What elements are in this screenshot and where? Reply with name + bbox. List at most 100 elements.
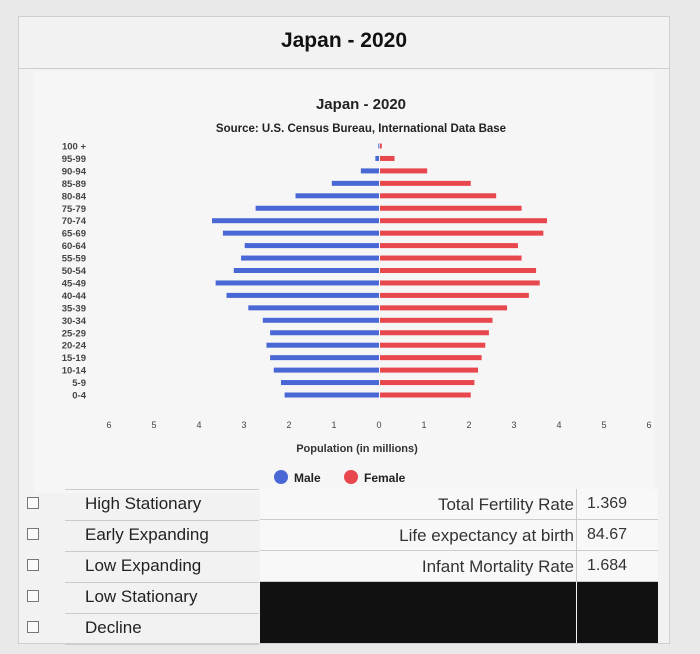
bar-female <box>380 230 544 236</box>
bar-female <box>380 380 475 386</box>
chart-title: Japan - 2020 <box>316 96 406 113</box>
worksheet: Japan - 2020 Japan - 2020 Source: U.S. C… <box>18 16 670 645</box>
bar-male <box>215 280 379 286</box>
y-tick-label: 35-39 <box>62 303 86 314</box>
bar-female <box>380 355 482 361</box>
option-checkbox[interactable] <box>27 528 39 540</box>
option-checkbox[interactable] <box>27 590 39 602</box>
chart-subtitle: Source: U.S. Census Bureau, Internationa… <box>216 123 506 135</box>
redacted-block <box>577 582 658 643</box>
y-tick-label: 40-44 <box>62 291 87 302</box>
stat-row-life-expectancy: Life expectancy at birth 84.67 <box>260 520 658 551</box>
bar-female <box>380 342 486 348</box>
option-label: Early Expanding <box>85 525 209 544</box>
bar-male <box>241 255 379 261</box>
stat-label: Total Fertility Rate <box>437 495 574 514</box>
y-tick-label: 95-99 <box>62 154 86 165</box>
bar-male <box>280 380 379 386</box>
answer-area: High Stationary Early Expanding Low Expand… <box>19 489 669 645</box>
bar-female <box>380 205 522 211</box>
bar-male <box>273 367 379 373</box>
chart-svg: Japan - 2020 Source: U.S. Census Bureau,… <box>62 96 652 485</box>
y-tick-label: 65-69 <box>62 229 86 240</box>
bar-female <box>380 305 508 311</box>
bar-female <box>380 317 493 323</box>
bar-male <box>248 305 379 311</box>
bar-male <box>270 355 379 361</box>
bar-female <box>380 143 382 149</box>
bar-male <box>262 317 379 323</box>
stat-row-fertility: Total Fertility Rate 1.369 <box>260 489 658 520</box>
option-row: High Stationary <box>19 489 259 521</box>
x-tick-label: 1 <box>421 420 426 430</box>
bar-female <box>380 280 540 286</box>
x-tick-label: 3 <box>241 420 246 430</box>
bar-male <box>226 292 379 298</box>
y-tick-label: 55-59 <box>62 254 86 265</box>
bar-male <box>331 180 379 186</box>
option-checkbox[interactable] <box>27 559 39 571</box>
population-pyramid-chart: Japan - 2020 Source: U.S. Census Bureau,… <box>34 71 654 493</box>
y-tick-label: 85-89 <box>62 179 86 190</box>
option-label: Low Expanding <box>85 556 202 575</box>
x-tick-label: 4 <box>556 420 561 430</box>
option-row: Low Expanding <box>19 551 259 583</box>
option-checkbox[interactable] <box>27 621 39 633</box>
y-tick-label: 20-24 <box>62 341 87 352</box>
y-tick-label: 50-54 <box>62 266 87 277</box>
x-tick-label: 2 <box>466 420 471 430</box>
bar-male <box>255 205 379 211</box>
bar-female <box>380 155 395 161</box>
stat-value: 1.369 <box>576 489 659 519</box>
legend-male-label: Male <box>294 471 321 485</box>
x-tick-label: 5 <box>151 420 156 430</box>
option-cell: Low Stationary <box>65 582 259 614</box>
option-label: High Stationary <box>85 494 202 513</box>
option-row: Low Stationary <box>19 582 259 614</box>
bar-male <box>295 193 379 199</box>
y-tick-label: 100 + <box>62 142 86 153</box>
y-tick-label: 80-84 <box>62 191 87 202</box>
bar-male <box>360 168 379 174</box>
legend-female-marker <box>344 470 358 484</box>
bar-male <box>266 342 379 348</box>
stat-row-infant-mortality: Infant Mortality Rate 1.684 <box>260 551 658 582</box>
bar-female <box>380 218 547 224</box>
bar-female <box>380 367 479 373</box>
y-tick-label: 15-19 <box>62 353 86 364</box>
y-tick-label: 0-4 <box>72 391 86 402</box>
bar-female <box>380 292 529 298</box>
option-cell: Early Expanding <box>65 520 259 552</box>
x-tick-label: 6 <box>646 420 651 430</box>
bar-male <box>233 268 379 273</box>
bar-male <box>222 230 379 236</box>
bar-male <box>212 218 379 224</box>
option-label: Low Stationary <box>85 587 198 606</box>
redacted-block <box>260 582 576 643</box>
page-title: Japan - 2020 <box>280 29 408 52</box>
legend-male-marker <box>274 470 288 484</box>
y-tick-label: 5-9 <box>72 378 86 389</box>
x-tick-label: 0 <box>376 420 381 430</box>
option-cell: Decline <box>65 613 259 645</box>
stat-label: Life expectancy at birth <box>399 526 574 545</box>
legend: Male Female <box>274 470 406 485</box>
header-divider <box>19 68 669 69</box>
x-tick-label: 2 <box>286 420 291 430</box>
option-cell: Low Expanding <box>65 551 259 583</box>
bar-female <box>380 193 497 199</box>
x-axis-label: Population (in millions) <box>296 443 418 455</box>
y-tick-label: 30-34 <box>62 316 87 327</box>
y-tick-label: 70-74 <box>62 216 87 227</box>
y-tick-label: 25-29 <box>62 328 86 339</box>
y-tick-label: 10-14 <box>62 366 87 377</box>
bar-female <box>380 255 522 261</box>
stat-value: 84.67 <box>576 520 659 550</box>
option-checkbox[interactable] <box>27 497 39 509</box>
bar-male <box>284 392 379 398</box>
bar-male <box>244 243 379 249</box>
bar-female <box>380 168 428 174</box>
x-tick-label: 5 <box>601 420 606 430</box>
x-tick-label: 3 <box>511 420 516 430</box>
option-row: Decline <box>19 613 259 645</box>
